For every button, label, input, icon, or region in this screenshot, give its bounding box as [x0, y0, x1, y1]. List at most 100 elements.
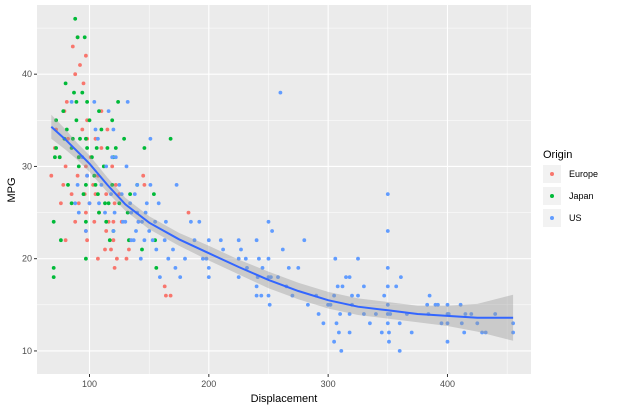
point-us [306, 302, 310, 307]
point-europe [104, 192, 109, 197]
point-us [480, 330, 484, 335]
point-europe [109, 247, 113, 252]
point-us [335, 284, 340, 289]
point-japan [72, 90, 76, 95]
point-europe [112, 266, 117, 270]
point-us [111, 127, 116, 132]
point-us [254, 238, 259, 243]
point-us [109, 192, 113, 197]
point-japan [110, 183, 115, 187]
point-us [439, 321, 444, 326]
point-japan [154, 266, 159, 270]
point-us [316, 312, 321, 316]
point-japan [51, 266, 56, 270]
point-japan [76, 164, 81, 169]
point-us [493, 312, 498, 316]
point-us [236, 238, 241, 243]
point-us [425, 302, 430, 307]
point-japan [93, 183, 98, 187]
point-us [368, 321, 372, 326]
point-europe [99, 146, 104, 150]
point-us [356, 256, 360, 261]
point-europe [81, 81, 86, 86]
point-europe [63, 164, 68, 169]
point-us [104, 164, 109, 169]
point-japan [152, 192, 156, 197]
point-europe [64, 100, 69, 104]
point-us [93, 127, 98, 132]
point-us [339, 349, 344, 353]
y-tick-label: 40 [22, 69, 32, 79]
point-us [85, 173, 89, 178]
point-japan [59, 238, 63, 243]
point-japan [69, 201, 74, 206]
x-axis-title: Displacement [251, 393, 318, 405]
point-us [296, 266, 301, 270]
point-us [379, 330, 384, 335]
point-japan [87, 118, 92, 123]
point-japan [125, 210, 130, 215]
point-europe [61, 183, 66, 187]
x-tick-label: 300 [321, 379, 336, 389]
point-europe [104, 229, 109, 233]
point-us [463, 312, 468, 316]
point-europe [73, 219, 78, 224]
major-gridlines [37, 5, 531, 374]
point-japan [90, 155, 94, 160]
point-us [332, 339, 336, 344]
point-us [189, 219, 193, 224]
point-us [92, 100, 97, 104]
point-japan [96, 192, 100, 197]
point-us [302, 238, 307, 243]
legend-marker-japan [550, 194, 554, 198]
point-us [171, 247, 175, 252]
point-us [445, 302, 450, 307]
point-us [270, 229, 274, 233]
point-europe [142, 183, 147, 187]
point-europe [113, 183, 118, 187]
point-us [192, 238, 197, 243]
point-japan [74, 100, 79, 104]
point-us [290, 293, 295, 298]
point-japan [84, 256, 88, 261]
point-us [174, 183, 179, 187]
point-us [254, 293, 259, 298]
point-us [236, 256, 241, 261]
point-us [338, 312, 342, 316]
point-us [103, 210, 107, 215]
point-us [201, 256, 205, 261]
point-us [347, 275, 352, 279]
point-japan [61, 109, 66, 113]
point-us [245, 266, 249, 270]
point-us [125, 100, 130, 104]
point-japan [84, 136, 88, 141]
point-europe [111, 219, 116, 224]
point-us [84, 229, 88, 233]
point-us [96, 136, 100, 141]
point-us [511, 330, 515, 335]
point-us [257, 256, 261, 261]
point-us [388, 312, 393, 316]
point-us [321, 321, 326, 326]
point-us [173, 266, 178, 270]
point-europe [84, 53, 88, 58]
point-us [206, 238, 211, 243]
point-us [87, 201, 92, 206]
point-us [385, 229, 390, 233]
point-us [269, 275, 273, 279]
point-us [337, 330, 341, 335]
point-europe [168, 293, 173, 298]
point-europe [186, 210, 191, 215]
point-europe [126, 247, 131, 252]
point-us [328, 302, 333, 307]
point-japan [113, 146, 118, 150]
point-us [124, 164, 129, 169]
data-points [49, 16, 515, 353]
point-japan [84, 219, 88, 224]
point-us [73, 201, 78, 206]
point-us [236, 275, 241, 279]
x-tick-label: 200 [201, 379, 216, 389]
point-japan [117, 201, 122, 206]
point-europe [73, 72, 78, 77]
point-japan [97, 109, 101, 113]
